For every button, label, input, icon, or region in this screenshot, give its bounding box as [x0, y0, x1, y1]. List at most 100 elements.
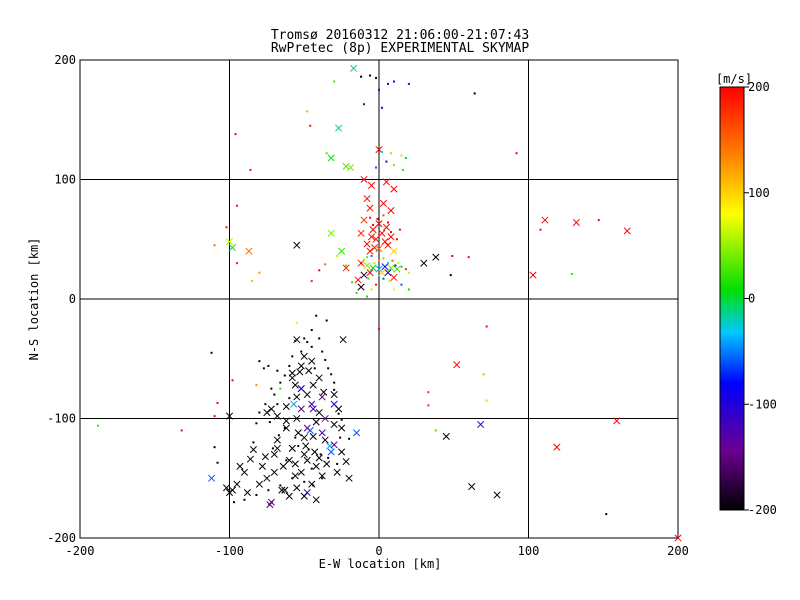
- data-point-dot: [310, 467, 313, 470]
- data-point-cross: [335, 124, 343, 132]
- data-point-cross: [273, 436, 281, 444]
- data-point-cross: [225, 489, 234, 497]
- data-point-cross: [240, 468, 249, 476]
- data-point-cross: [300, 434, 308, 442]
- data-point-dot: [400, 265, 403, 268]
- data-point-cross: [674, 534, 682, 542]
- data-point-dot: [485, 325, 488, 328]
- data-point-cross: [477, 420, 485, 429]
- data-point-dot: [291, 477, 294, 480]
- data-point-dot: [279, 387, 282, 390]
- data-point-dot: [378, 259, 380, 262]
- data-point-dot: [310, 280, 313, 283]
- data-point-cross: [333, 468, 341, 476]
- data-point-dot: [268, 421, 271, 424]
- data-point-dot: [366, 295, 369, 298]
- data-point-cross: [338, 247, 346, 255]
- data-point-dot: [255, 422, 258, 425]
- data-point-dot: [388, 280, 391, 283]
- data-point-dot: [375, 76, 378, 79]
- data-point-cross: [249, 446, 257, 454]
- data-point-cross: [315, 454, 323, 462]
- data-point-dot: [216, 401, 219, 404]
- y-tick-label: 200: [54, 53, 76, 67]
- data-point-dot: [232, 501, 235, 504]
- data-point-dot: [389, 231, 392, 234]
- data-point-dot: [451, 254, 454, 257]
- data-point-cross: [393, 265, 401, 273]
- data-point-cross: [342, 264, 350, 272]
- data-point-dot: [306, 341, 309, 344]
- data-point-cross: [236, 462, 244, 470]
- data-point-dot: [407, 288, 410, 291]
- data-point-dot: [313, 367, 316, 370]
- data-point-dot: [378, 327, 380, 330]
- data-point-dot: [400, 283, 403, 286]
- data-point-dot: [234, 133, 237, 136]
- data-point-dot: [336, 462, 339, 465]
- data-point-dot: [340, 418, 343, 421]
- data-point-dot: [297, 444, 300, 447]
- data-point-cross: [309, 381, 317, 389]
- y-tick-label: -100: [47, 412, 76, 426]
- data-point-dot: [283, 374, 286, 377]
- data-point-dot: [386, 262, 389, 265]
- data-point-cross: [294, 429, 302, 437]
- data-point-dot: [309, 124, 312, 127]
- data-point-cross: [366, 269, 374, 277]
- data-point-cross: [293, 484, 301, 492]
- data-point-cross: [300, 352, 308, 360]
- data-point-cross: [387, 233, 395, 241]
- data-point-cross: [363, 195, 371, 203]
- data-point-dot: [375, 166, 378, 169]
- data-point-dot: [291, 355, 294, 358]
- data-point-dot: [285, 459, 288, 462]
- data-point-cross: [330, 441, 338, 449]
- data-point-cross: [321, 414, 329, 423]
- data-point-cross: [420, 259, 428, 267]
- data-point-dot: [539, 228, 542, 231]
- data-point-dot: [473, 92, 476, 95]
- data-point-dot: [370, 288, 373, 291]
- data-point-dot: [321, 350, 324, 353]
- data-point-dot: [378, 88, 380, 91]
- data-point-cross: [281, 486, 289, 494]
- data-point-dot: [375, 283, 378, 286]
- data-point-dot: [288, 364, 291, 367]
- data-point-dot: [258, 271, 261, 274]
- data-point-dot: [333, 388, 336, 391]
- data-point-cross: [335, 405, 343, 413]
- data-point-cross: [273, 444, 281, 452]
- colorbar-ticks: -200 -100 0 100 200: [744, 80, 777, 517]
- data-point-cross: [293, 336, 301, 344]
- data-point-dot: [348, 437, 351, 440]
- data-point-dot: [276, 403, 279, 406]
- data-point-dot: [283, 427, 286, 430]
- data-point-cross: [302, 442, 310, 450]
- data-point-cross: [330, 391, 338, 399]
- data-point-cross: [225, 238, 234, 246]
- data-point-dot: [96, 424, 99, 427]
- data-point-cross: [390, 185, 398, 193]
- data-point-dot: [300, 350, 303, 353]
- data-point-cross: [285, 456, 293, 464]
- data-point-cross: [367, 181, 376, 190]
- data-point-dot: [427, 404, 430, 407]
- data-point-cross: [390, 247, 398, 255]
- data-point-dot: [324, 263, 327, 266]
- data-point-cross: [308, 480, 316, 488]
- data-point-cross: [572, 218, 580, 227]
- y-tick-label: 100: [54, 173, 76, 187]
- data-point-dot: [306, 110, 309, 113]
- data-point-cross: [390, 273, 398, 282]
- data-point-cross: [357, 283, 365, 291]
- data-point-cross: [375, 220, 383, 228]
- data-point-dot: [180, 429, 183, 432]
- data-point-cross: [297, 405, 305, 413]
- data-point-cross: [305, 367, 313, 375]
- data-point-dot: [363, 258, 366, 261]
- data-point-dot: [485, 399, 488, 402]
- data-point-cross: [342, 457, 350, 466]
- data-point-cross: [347, 163, 355, 172]
- data-point-dot: [391, 259, 394, 262]
